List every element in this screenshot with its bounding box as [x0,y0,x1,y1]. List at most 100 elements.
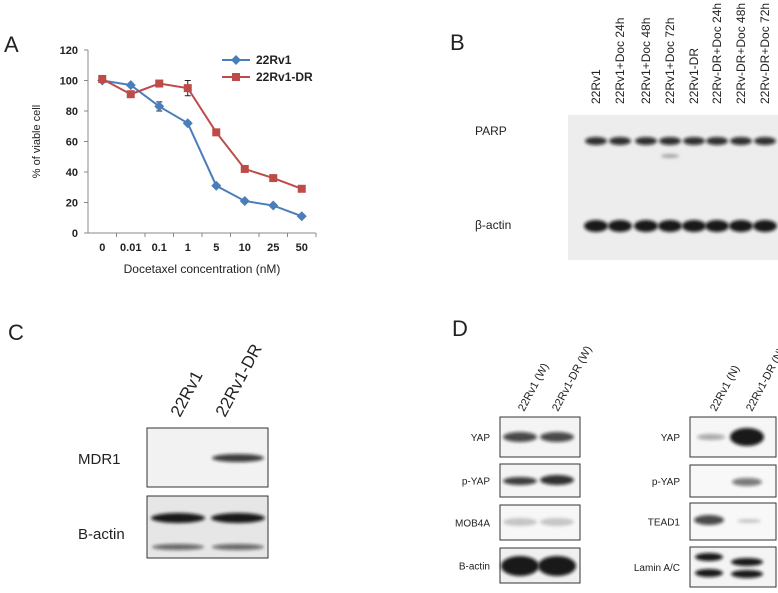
x-tick-label: 5 [213,242,219,254]
blot-band [540,432,574,442]
blot-band [694,515,724,525]
y-tick-label: 20 [66,198,78,210]
x-axis-label: Docetaxel concentration (nM) [124,262,281,276]
blot-band [730,137,752,145]
blot-box [689,546,777,588]
blot-band [540,475,574,485]
marker [98,74,107,83]
blot-band [659,137,681,145]
blot-band [608,220,632,232]
blot-band [705,220,729,232]
blot-band [729,220,753,232]
row-label: TEAD1 [648,518,681,529]
lane-label: 22Rv1+Doc 72h [663,18,677,104]
lane-label: 22Rv1 (W) [516,361,551,413]
row-label: MDR1 [78,451,121,468]
row-label: Lamin A/C [634,563,680,574]
lane-label: 22Rv1+Doc 24h [613,18,627,104]
row-label: p-YAP [462,477,490,488]
marker [125,80,136,91]
y-tick-label: 100 [60,76,78,88]
y-tick-label: 120 [60,45,78,57]
blot-band [683,137,705,145]
marker [182,118,193,129]
y-axis-label: % of viable cell [31,105,43,178]
lane-label: 22Rv1-DR [212,341,266,420]
marker [269,174,278,183]
lane-label: 22Rv1 (N) [708,364,742,414]
panel-label: D [452,316,468,341]
blot-band [584,220,608,232]
blot-band [503,518,537,526]
marker [297,184,306,193]
row-label: B-actin [459,562,490,573]
blot-band [732,478,762,486]
marker [211,180,222,191]
x-tick-label: 1 [185,242,191,254]
x-tick-label: 0 [99,242,105,254]
row-label: β-actin [475,218,511,232]
blot-band [634,220,658,232]
blot-band [753,220,777,232]
row-label: PARP [475,124,507,138]
row-label: B-actin [78,526,125,543]
lane-label: 22Rv-DR+Doc 48h [734,3,748,104]
line [101,78,303,190]
marker [232,73,240,81]
blot-band [585,137,607,145]
y-tick-label: 0 [72,228,78,240]
marker [240,164,249,173]
line [102,79,303,218]
blot-band [212,544,264,550]
blot-band [658,220,682,232]
row-label: MOB4A [455,519,490,530]
legend-label: 22Rv1 [256,53,292,67]
marker [239,195,250,206]
blot-band [730,428,764,446]
y-tick-label: 40 [66,167,78,179]
marker [296,211,307,222]
blot-band [211,513,265,523]
blot-band [540,518,574,526]
blot-band [754,137,776,145]
blot-band [501,556,539,576]
blot-band [697,434,725,440]
blot-band [212,454,264,462]
blot-band [152,544,204,550]
blot-band [731,570,763,578]
lane-label: 22Rv1+Doc 48h [639,18,653,104]
panel-label: C [8,320,24,345]
x-tick-label: 25 [267,242,279,254]
legend-label: 22Rv1-DR [256,70,313,84]
blot-band [706,137,728,145]
panel-label: B [450,30,465,55]
row-label: p-YAP [652,477,680,488]
row-label: YAP [471,433,491,444]
blot-band [503,477,537,485]
y-tick-label: 80 [66,106,78,118]
lane-label: 22Rv1 [167,368,207,420]
marker [183,84,192,93]
blot-band [538,556,576,576]
blot-band [695,553,723,561]
lane-label: 22Rv1-DR [687,48,701,104]
marker [212,128,221,137]
blot-band [635,137,657,145]
lane-label: 22Rv1 [589,69,603,104]
lane-label: 22Rv-DR+Doc 72h [758,3,772,104]
blot-band [151,513,205,523]
marker [154,101,165,112]
x-tick-label: 10 [239,242,251,254]
blot-band [731,558,763,566]
panel-label: A [4,32,19,57]
blot-band [695,569,723,577]
x-tick-label: 0.01 [120,242,141,254]
lane-label: 22Rv1-DR (W) [550,344,594,413]
blot-band [661,154,679,158]
x-tick-label: 0.1 [152,242,167,254]
marker [155,79,164,88]
row-label: YAP [661,433,681,444]
blot-box [568,115,778,260]
lane-label: 22Rv-DR+Doc 24h [710,3,724,104]
